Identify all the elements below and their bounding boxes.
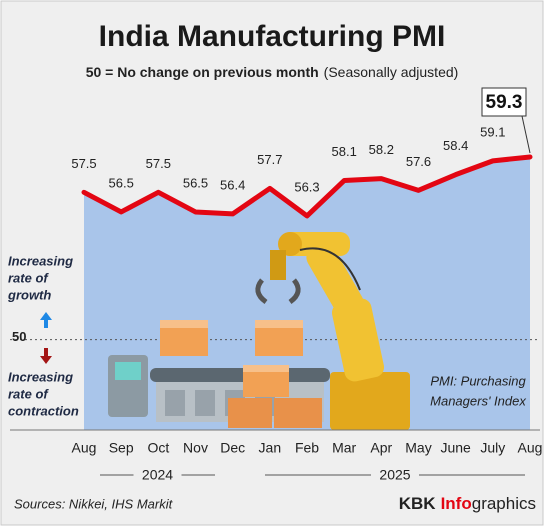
growth-label: Increasing [8, 253, 73, 268]
chart-title: India Manufacturing PMI [99, 20, 446, 53]
brand-part: KBK [399, 494, 437, 513]
x-tick-label: Apr [370, 440, 392, 456]
x-tick-label: May [405, 440, 431, 456]
data-label: 56.3 [294, 179, 319, 194]
x-tick-label: Dec [220, 440, 245, 456]
growth-label: growth [7, 287, 51, 302]
year-label: 2024 [142, 467, 173, 483]
subtitle: 50 = No change on previous month [86, 64, 319, 80]
note: Managers' Index [430, 393, 526, 408]
brand-part: graphics [472, 494, 536, 513]
data-label: 56.5 [109, 175, 134, 190]
growth-label: rate of [8, 270, 49, 285]
note: PMI: Purchasing [430, 373, 526, 388]
x-tick-label: Aug [518, 440, 543, 456]
data-label: 57.5 [71, 156, 96, 171]
callout-box [481, 87, 527, 117]
x-tick-label: Nov [183, 440, 208, 456]
year-label: 2025 [379, 467, 410, 483]
area [84, 156, 530, 430]
subtitle-note: (Seasonally adjusted) [324, 64, 459, 80]
x-tick-label: July [480, 440, 505, 456]
data-label: 56.5 [183, 175, 208, 190]
annotations: 50 57.5 Aug 56.5 Sep 57.5 Oct 56.5 Nov 56.4 Dec 57.… [7, 87, 543, 513]
reference-label: 50 [12, 329, 26, 344]
brand: KBK Infographics [399, 494, 536, 513]
x-tick-label: Oct [147, 440, 169, 456]
illustration [108, 232, 410, 430]
data-label: 59.3 [486, 92, 523, 113]
contraction-label: Increasing [8, 369, 73, 384]
brand-part: Info [441, 494, 472, 513]
data-label: 58.4 [443, 138, 468, 153]
x-tick-label: Sep [109, 440, 134, 456]
data-label: 59.1 [480, 124, 505, 139]
x-tick-label: Mar [332, 440, 356, 456]
contraction-label: contraction [8, 403, 79, 418]
data-label: 56.4 [220, 177, 245, 192]
x-tick-label: Feb [295, 440, 319, 456]
callout-leader [521, 115, 531, 154]
data-label: 57.6 [406, 154, 431, 169]
down-arrow [40, 348, 52, 364]
data-label: 57.7 [257, 152, 282, 167]
x-tick-label: Jan [259, 440, 282, 456]
data-label: 58.2 [369, 142, 394, 157]
data-label: 57.5 [146, 156, 171, 171]
contraction-label: rate of [8, 386, 49, 401]
chart-subtitle: 50 = No change on previous month (Seasona… [86, 64, 459, 80]
line [81, 154, 533, 219]
x-tick-label: Aug [72, 440, 97, 456]
x-tick-label: June [440, 440, 471, 456]
source: Sources: Nikkei, IHS Markit [14, 496, 174, 511]
data-label: 58.1 [332, 144, 357, 159]
up-arrow [40, 312, 52, 328]
